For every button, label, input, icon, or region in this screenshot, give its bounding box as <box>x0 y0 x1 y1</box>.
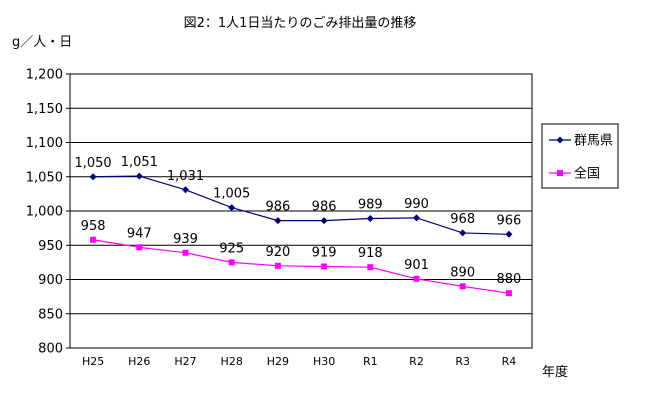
x-tick-label: H29 <box>267 355 289 368</box>
x-tick-label: H25 <box>82 355 104 368</box>
y-tick-label: 900 <box>38 273 63 288</box>
y-tick-label: 950 <box>38 239 63 254</box>
legend-label-1: 群馬県 <box>574 134 613 149</box>
x-tick-label: R2 <box>409 355 424 368</box>
data-label: 968 <box>450 212 475 227</box>
y-tick-label: 1,000 <box>26 205 63 220</box>
data-point <box>366 215 374 223</box>
data-label: 986 <box>265 200 290 215</box>
x-tick-label: H28 <box>221 355 243 368</box>
data-point <box>320 217 328 225</box>
data-label: 918 <box>358 246 383 261</box>
data-point <box>89 173 97 181</box>
legend-label-2: 全国 <box>574 166 600 182</box>
data-label: 901 <box>404 258 429 273</box>
data-label: 1,050 <box>74 156 111 171</box>
y-tick-label: 850 <box>38 307 63 322</box>
legend-marker <box>556 136 564 144</box>
data-label: 966 <box>496 213 521 228</box>
x-tick-label: R4 <box>502 355 517 368</box>
data-label: 989 <box>358 198 383 213</box>
legend-box <box>541 123 619 189</box>
x-axis-ticks: H25 H26 H27 H28 H29 H30 R1 R2 R3 R4 <box>82 355 516 368</box>
y-axis-label: g／人・日 <box>12 35 72 50</box>
x-tick-label: H27 <box>174 355 196 368</box>
data-label: 880 <box>496 272 521 287</box>
y-tick-label: 800 <box>38 342 63 357</box>
data-label: 890 <box>450 265 475 280</box>
x-axis-label: 年度 <box>542 364 568 380</box>
data-point <box>505 290 512 297</box>
x-tick-label: H30 <box>313 355 335 368</box>
data-point <box>182 186 189 194</box>
x-tick-label: R1 <box>363 355 378 368</box>
y-tick-label: 1,100 <box>26 136 63 151</box>
data-point <box>321 263 328 270</box>
data-point <box>182 249 189 256</box>
data-label: 1,031 <box>167 169 204 184</box>
series-line-1 <box>93 175 509 235</box>
data-label: 919 <box>312 245 337 260</box>
y-axis-ticks: 800 850 900 950 1,000 1,050 1,100 1,150 1,200 <box>26 68 70 357</box>
data-point <box>274 262 281 269</box>
data-label: 947 <box>127 226 152 241</box>
data-point <box>135 172 143 180</box>
y-tick-label: 1,050 <box>26 170 63 185</box>
data-point <box>367 264 374 271</box>
data-label: 939 <box>173 232 198 247</box>
data-point <box>228 259 235 266</box>
data-point <box>274 217 282 225</box>
x-tick-label: H26 <box>128 355 150 368</box>
data-label: 1,005 <box>213 187 250 202</box>
data-label: 990 <box>404 197 429 212</box>
data-label: 925 <box>219 241 244 256</box>
data-point <box>228 204 236 212</box>
data-point <box>136 244 143 251</box>
chart-title: 図2：1人1日当たりのごみ排出量の推移 <box>184 15 417 31</box>
legend-marker <box>557 170 563 176</box>
grid-lines <box>70 107 532 315</box>
data-label: 986 <box>312 200 337 215</box>
series-line-2 <box>93 239 509 294</box>
data-point <box>90 236 97 243</box>
data-point <box>413 214 420 222</box>
data-label: 958 <box>81 219 106 234</box>
data-point <box>459 229 467 237</box>
data-label: 920 <box>265 245 290 260</box>
y-tick-label: 1,200 <box>26 68 63 83</box>
data-point <box>459 283 466 290</box>
x-tick-label: R3 <box>455 355 470 368</box>
y-tick-label: 1,150 <box>26 102 63 117</box>
data-label: 1,051 <box>121 155 158 170</box>
data-point <box>505 230 513 238</box>
series-group: 1,050 1,051 1,031 1,005 986 986 989 990 968 966 95… <box>74 155 521 297</box>
data-point <box>413 275 420 282</box>
